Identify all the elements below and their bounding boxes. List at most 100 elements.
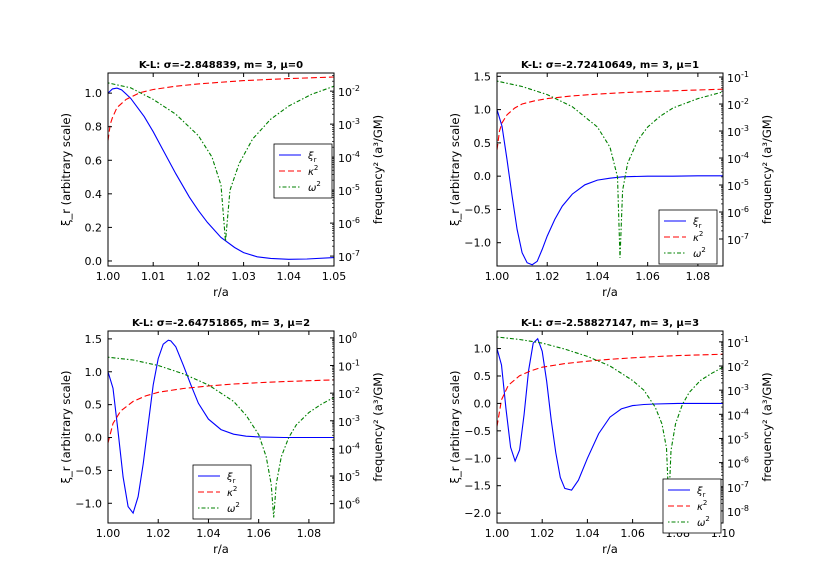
y2-axis-label: frequency² (a³/GM) [371,115,385,224]
x-tick-label: 1.01 [141,270,166,283]
chart-title: K-L: σ=-2.64751865, m= 3, μ=2 [132,318,310,329]
x-tick-label: 1.06 [620,527,645,540]
x-tick-label: 1.00 [485,527,510,540]
y2-tick-label: 10-5 [338,469,360,484]
y2-tick-label: 10-3 [727,124,749,139]
y-tick-label: 0.0 [85,432,103,445]
x-tick-label: 1.06 [246,527,271,540]
plot-frame [107,72,335,267]
series-line-kappa2 [108,76,334,141]
y-tick-label: 0.4 [85,188,103,201]
series-line-omega2 [497,80,723,258]
x-tick-label: 1.04 [277,270,302,283]
legend-label-kappa2: κ2 [697,499,707,513]
y-tick-label: −1.5 [464,480,491,493]
series-line-kappa2 [497,88,723,150]
y-tick-label: 1.5 [474,70,492,83]
y-tick-label: 1.0 [85,366,103,379]
y-tick-label: 0.0 [85,255,103,268]
y2-tick-label: 10-3 [338,414,360,429]
x-tick-label: 1.00 [96,527,121,540]
x-tick-label: 1.00 [485,270,510,283]
y-tick-label: 0.6 [85,154,103,167]
y2-tick-label: 10-5 [338,183,360,198]
subplot-3: 1.00 1.02 1.04 1.06 1.08 −1.0 −0.5 0.0 0.5 1.0 1.5… [59,318,385,556]
y-tick-label: −0.5 [464,203,491,216]
y2-tick-label: 10-2 [338,386,360,401]
series-line-kappa2 [497,353,723,427]
x-tick-label: 1.02 [530,527,555,540]
legend-label-omega2: ω2 [697,515,710,529]
y-tick-label: 1.5 [85,333,103,346]
y-tick-label: 0.5 [474,370,492,383]
x-tick-label: 1.08 [686,270,711,283]
chart-title: K-L: σ=-2.848839, m= 3, μ=0 [139,60,303,71]
y-axis-label: ξ_r (arbitrary scale) [448,371,462,484]
legend-label-xi_r: ξr [692,217,702,230]
legend-label-kappa2: κ2 [308,164,318,178]
legend-label-xi_r: ξr [307,151,317,164]
y-tick-label: 0.2 [85,221,103,234]
subplot-4: 1.00 1.02 1.04 1.06 1.08 1.10−2.0−1.5−1.0−0.5… [448,318,774,556]
y2-tick-label: 10-1 [727,335,749,350]
x-tick-label: 1.05 [322,270,347,283]
y-tick-label: −0.5 [75,464,102,477]
legend-label-kappa2: κ2 [693,230,703,244]
series-line-omega2 [108,82,334,242]
series-line-xi-r [497,109,723,266]
y2-tick-label: 10-7 [727,480,749,495]
y2-tick-label: 10-2 [727,359,749,374]
series-line-kappa2 [108,379,334,444]
y2-tick-label: 10-4 [338,441,360,456]
x-axis-label: r/a [602,542,618,556]
y2-tick-label: 10-8 [727,504,749,519]
y2-tick-label: 10-4 [727,151,749,166]
x-axis-label: r/a [602,285,618,299]
y-tick-label: 0.5 [85,399,103,412]
x-tick-label: 1.02 [186,270,211,283]
y-tick-label: −0.5 [464,425,491,438]
y2-tick-label: 10-2 [727,97,749,112]
series-line-xi-r [108,87,334,260]
y2-tick-label: 10-4 [338,150,360,165]
y-tick-label: 0.0 [474,170,492,183]
y2-tick-label: 10-5 [727,431,749,446]
legend-label-xi_r: ξr [696,486,706,499]
y2-tick-label: 10-1 [338,359,360,374]
x-tick-label: 1.03 [231,270,256,283]
x-tick-label: 1.02 [146,527,171,540]
x-tick-label: 1.02 [535,270,560,283]
plot-frame [496,72,724,267]
y2-axis-label: frequency² (a³/GM) [760,372,774,481]
y2-tick-label: 100 [338,331,357,346]
y2-tick-label: 10-6 [727,205,749,220]
x-axis-label: r/a [213,542,229,556]
legend-label-omega2: ω2 [693,246,706,260]
y-tick-label: 0.8 [85,121,103,134]
y2-axis-label: frequency² (a³/GM) [760,115,774,224]
y2-tick-label: 10-6 [338,216,360,231]
y2-axis-label: frequency² (a³/GM) [371,372,385,481]
y-tick-label: −2.0 [464,507,491,520]
y-tick-label: −1.0 [464,237,491,250]
x-tick-label: 1.04 [585,270,610,283]
y-tick-label: 1.0 [474,104,492,117]
y2-tick-label: 10-7 [338,249,360,264]
legend-label-kappa2: κ2 [227,485,237,499]
y-tick-label: −1.0 [464,452,491,465]
y-axis-label: ξ_r (arbitrary scale) [59,371,73,484]
x-tick-label: 1.00 [96,270,121,283]
y-tick-label: 1.0 [85,87,103,100]
legend-label-omega2: ω2 [308,180,321,194]
chart-title: K-L: σ=-2.58827147, m= 3, μ=3 [521,318,699,329]
y2-tick-label: 10-1 [727,70,749,85]
y2-tick-label: 10-6 [338,497,360,512]
series-line-omega2 [108,356,334,518]
x-tick-label: 1.04 [196,527,221,540]
x-tick-label: 1.08 [297,527,322,540]
y2-tick-label: 10-2 [338,84,360,99]
